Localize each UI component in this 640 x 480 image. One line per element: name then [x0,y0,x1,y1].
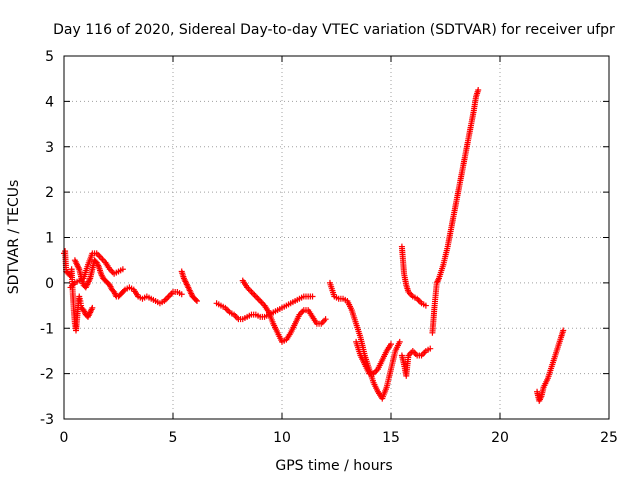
data-point [309,293,316,300]
y-tick-label: 1 [45,231,54,247]
data-point [396,338,403,345]
y-tick-label: 0 [45,276,54,292]
y-tick-label: 3 [45,140,54,156]
y-tick-label: 4 [45,94,54,110]
x-axis-label: GPS time / hours [275,458,392,474]
grid [64,56,609,419]
data-point [119,266,126,273]
data-point [120,287,127,294]
plot-frame [63,55,610,420]
data-point [192,296,199,303]
data-point [193,298,200,305]
x-tick-label: 25 [600,430,618,446]
y-tick-label: -1 [40,321,54,337]
data-point [422,302,429,309]
x-tick-label: 0 [60,430,69,446]
data-point [388,341,394,348]
y-tick-label: 5 [45,49,54,65]
y-tick-label: -2 [40,367,54,383]
data-point [89,304,96,311]
axis-ticks: 0 5 10 15 20 25 -3 -2 -1 0 1 2 3 4 5 [40,49,618,446]
data-point [178,291,185,298]
data-point [427,345,434,352]
y-axis-label: SDTVAR / TECUs [6,180,22,295]
chart-title: Day 116 of 2020, Sidereal Day-to-day VTE… [53,22,615,38]
x-tick-label: 5 [169,430,178,446]
data-point [322,316,329,323]
y-tick-label: -3 [40,412,54,428]
data-point [475,87,482,94]
x-tick-label: 15 [382,430,400,446]
data-point [560,327,567,334]
data-points [61,87,567,404]
y-tick-label: 2 [45,185,54,201]
x-tick-label: 10 [273,430,291,446]
x-tick-label: 20 [491,430,509,446]
